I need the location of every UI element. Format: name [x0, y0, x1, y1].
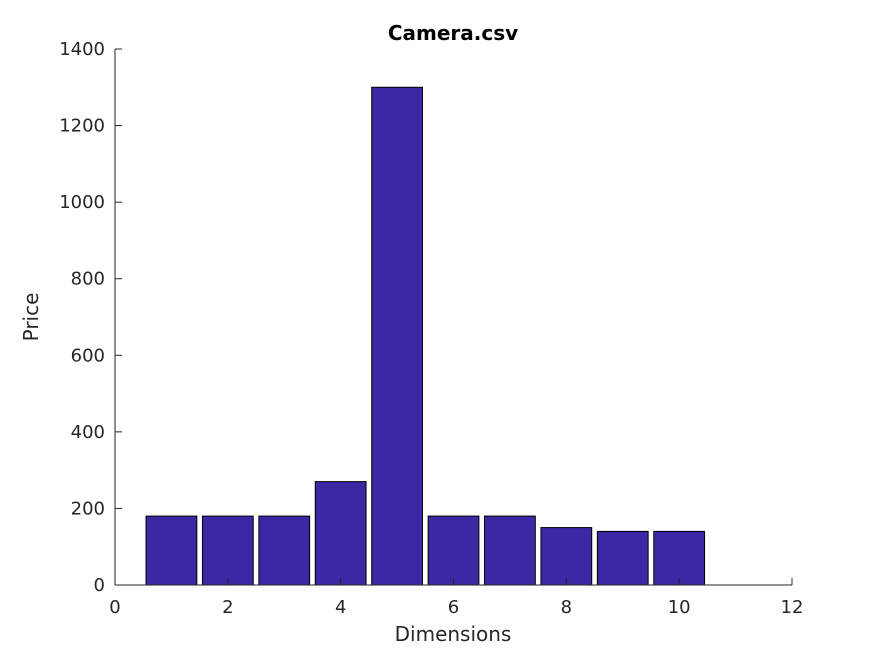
bar	[314, 481, 367, 586]
y-tick-label: 1000	[59, 192, 105, 213]
x-tick-label: 12	[781, 597, 804, 618]
y-tick-label: 200	[71, 498, 105, 519]
bar	[371, 86, 423, 586]
y-tick-label: 1400	[59, 39, 105, 60]
y-tick-label: 0	[94, 575, 105, 596]
bar	[201, 515, 254, 586]
bars-layer	[145, 86, 706, 586]
x-axis-title: Dimensions	[395, 622, 512, 646]
bar	[145, 515, 198, 586]
bar	[258, 515, 311, 586]
axes-layer: 0 2 4 6 8 10 12 0 200 400 600 800 1000 1200 1400	[59, 39, 803, 618]
y-axis-title: Price	[19, 293, 43, 342]
bar	[484, 515, 536, 586]
y-tick-label: 800	[71, 269, 105, 290]
bar	[653, 530, 706, 586]
chart-title: Camera.csv	[388, 21, 518, 45]
y-tick-label: 400	[71, 422, 105, 443]
x-tick-label: 0	[109, 597, 120, 618]
x-tick-label: 6	[448, 597, 459, 618]
bar	[427, 515, 480, 586]
y-tick-label: 1200	[59, 116, 105, 137]
x-tick-label: 2	[222, 597, 233, 618]
y-tick-label: 600	[71, 345, 105, 366]
x-tick-label: 8	[561, 597, 572, 618]
x-tick-label: 4	[335, 597, 346, 618]
bar	[540, 527, 593, 586]
bar	[596, 530, 649, 586]
x-tick-label: 10	[668, 597, 691, 618]
